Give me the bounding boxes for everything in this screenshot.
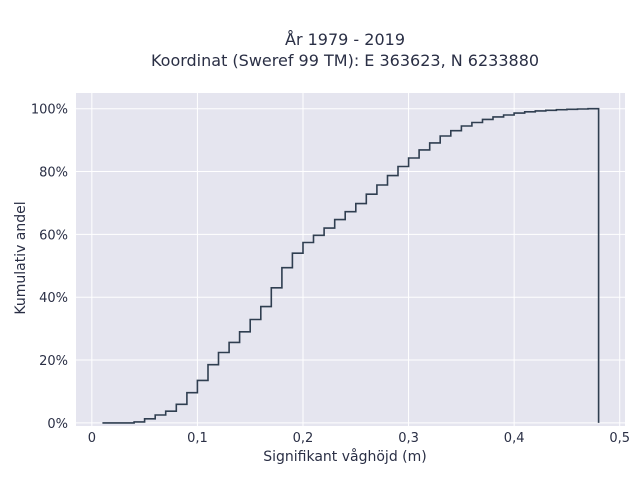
y-tick-label: 100%: [31, 103, 68, 118]
x-tick-label: 0: [88, 431, 96, 446]
grid: [76, 93, 625, 426]
y-axis-title: Kumulativ andel: [13, 201, 29, 314]
x-tick-label: 0,1: [187, 431, 208, 446]
plot-area: [76, 93, 625, 426]
y-tick-label: 20%: [39, 354, 68, 369]
y-tick-label: 0%: [47, 417, 68, 432]
x-tick-label: 0,3: [398, 431, 419, 446]
chart-title: År 1979 - 2019: [285, 30, 405, 49]
x-tick-label: 0,5: [609, 431, 630, 446]
y-tick-label: 60%: [39, 228, 68, 243]
y-tick-label: 80%: [39, 166, 68, 181]
chart-subtitle: Koordinat (Sweref 99 TM): E 363623, N 62…: [151, 51, 539, 70]
axis-ticks: 0 0,1 0,2 0,3 0,4 0,5 0% 20% 40% 60% 80% 100%: [31, 103, 630, 446]
x-tick-label: 0,2: [293, 431, 314, 446]
x-tick-label: 0,4: [504, 431, 525, 446]
series-line-cumulative: [102, 107, 600, 424]
x-axis-title: Signifikant våghöjd (m): [263, 448, 426, 465]
y-tick-label: 40%: [39, 291, 68, 306]
